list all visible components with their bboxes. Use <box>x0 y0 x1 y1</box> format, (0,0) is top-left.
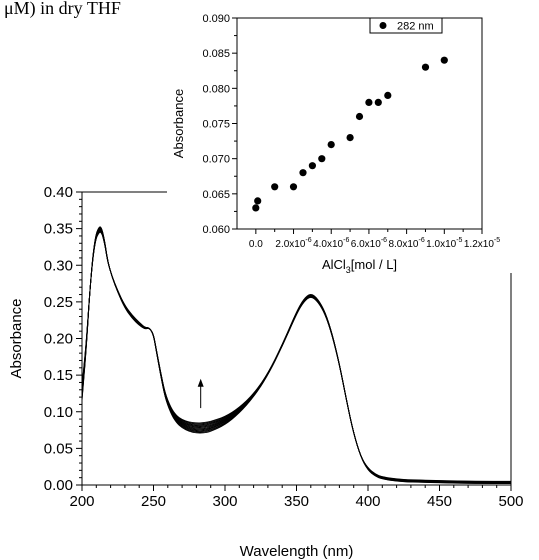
y-tick-label: 0.25 <box>44 294 73 311</box>
inset-y-tick-label: 0.060 <box>202 224 230 236</box>
inset-y-tick-label: 0.080 <box>202 83 230 95</box>
y-tick-label: 0.30 <box>44 257 73 274</box>
data-point <box>346 134 354 142</box>
inset-x-tick-label: 0.0 <box>249 239 263 250</box>
inset-y-axis-ticks: 0.060 0.065 0.070 0.075 0.080 0.085 0.090 <box>202 13 237 236</box>
increase-arrow <box>197 378 204 409</box>
data-point <box>384 91 392 99</box>
data-point <box>271 183 279 191</box>
data-point <box>254 197 262 205</box>
inset-y-tick-label: 0.070 <box>202 154 230 166</box>
data-point <box>327 141 335 149</box>
arrow-head <box>197 378 204 387</box>
spectrum-curve <box>81 226 511 482</box>
inset-legend: 282 nm <box>369 17 443 34</box>
x-tick-label: 200 <box>69 493 94 510</box>
main-x-axis-label: Wavelength (nm) <box>240 543 354 560</box>
data-point <box>289 183 298 191</box>
x-tick-label: 400 <box>355 493 380 510</box>
data-point <box>365 98 373 106</box>
inset-background <box>167 14 512 273</box>
inset-y-tick-label: 0.075 <box>202 119 230 131</box>
data-point <box>355 112 364 121</box>
y-tick-label: 0.15 <box>44 367 73 384</box>
inset-y-tick-label: 0.065 <box>202 189 230 201</box>
data-point <box>421 63 430 71</box>
legend-marker <box>379 22 387 29</box>
main-chart: 200 250 300 350 400 450 500 0.000.050.100.150.… <box>8 184 524 560</box>
y-tick-label: 0.35 <box>44 221 73 238</box>
inset-x-tick-label: 1.2x10-5 <box>464 237 500 250</box>
main-y-axis-label: Absorbance <box>8 298 25 378</box>
inset-x-axis-label: AlCl3[mol / L] <box>322 257 397 275</box>
inset-data-points <box>252 56 448 212</box>
data-point <box>318 155 326 163</box>
caption-fragment: μM) in dry THF <box>4 0 121 18</box>
inset-y-tick-label: 0.090 <box>202 13 230 25</box>
data-point <box>252 204 260 212</box>
data-point <box>440 56 448 64</box>
y-tick-label: 0.20 <box>44 331 73 348</box>
inset-x-tick-label: 1.0x10-5 <box>426 237 462 250</box>
y-tick-label: 0.40 <box>44 184 73 201</box>
legend-label: 282 nm <box>397 21 434 33</box>
main-x-axis-ticks: 200 250 300 350 400 450 500 <box>69 485 524 510</box>
spectra-curves <box>81 226 511 484</box>
x-tick-label: 300 <box>212 493 237 510</box>
data-point <box>308 162 316 170</box>
x-tick-label: 350 <box>284 493 309 510</box>
y-tick-label: 0.00 <box>44 477 73 494</box>
x-tick-label: 450 <box>427 493 452 510</box>
inset-y-tick-label: 0.085 <box>202 48 230 60</box>
x-tick-label: 250 <box>141 493 166 510</box>
x-tick-label: 500 <box>498 493 523 510</box>
y-tick-label: 0.05 <box>44 440 73 457</box>
inset-x-tick-label: 6.0x10-6 <box>351 237 387 250</box>
main-y-axis-ticks: 0.00 0.05 0.10 0.15 0.20 0.25 0.30 0.35 0.40 <box>44 184 82 494</box>
inset-y-axis-label: Absorbance <box>171 89 186 158</box>
inset-chart: 0.0 2.0x10-6 4.0x10-6 6.0x10-6 8.0x10-6 1.0x1… <box>167 13 512 275</box>
inset-x-axis-ticks: 0.0 2.0x10-6 4.0x10-6 6.0x10-6 8.0x10-6 1.0x1… <box>249 229 500 250</box>
inset-x-tick-label: 2.0x10-6 <box>275 237 311 250</box>
legend-box <box>369 17 443 34</box>
y-tick-label: 0.10 <box>44 404 73 421</box>
inset-x-tick-label: 4.0x10-6 <box>313 237 349 250</box>
inset-x-tick-label: 8.0x10-6 <box>388 237 424 250</box>
data-point <box>299 169 307 177</box>
data-point <box>374 98 382 106</box>
